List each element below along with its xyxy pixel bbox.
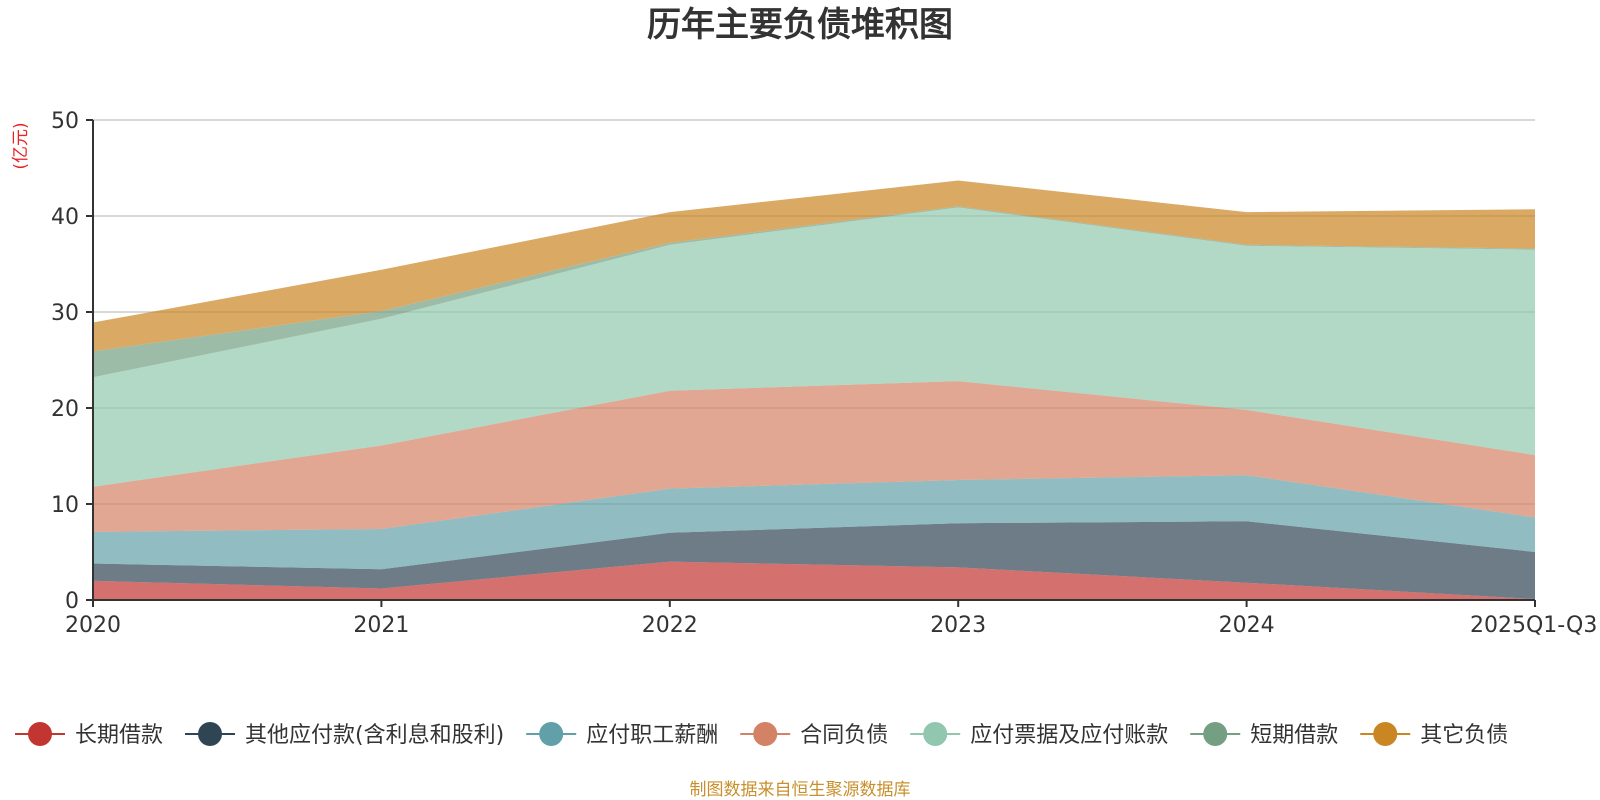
legend-marker-icon	[753, 722, 778, 746]
area-series-4	[93, 207, 1535, 487]
axes: 0 10 20 30 40 50 2020 2021 2022 2023 2024 2025Q1-Q3	[51, 109, 1597, 638]
legend-marker-icon	[28, 722, 52, 746]
source-note: 制图数据来自恒生聚源数据库	[690, 780, 911, 800]
x-tick-label: 2023	[930, 613, 986, 638]
legend: 长期借款 其他应付款(含利息和股利) 应付职工薪酬 合同负债 应付票据及应付账款 短期借款…	[15, 722, 1508, 748]
y-tick-label: 0	[65, 589, 79, 614]
y-tick-label: 50	[51, 109, 79, 134]
x-tick-label: 2021	[353, 613, 409, 638]
legend-item-5[interactable]: 短期借款	[1190, 722, 1338, 748]
legend-label: 应付职工薪酬	[586, 723, 718, 748]
area-series-3	[93, 381, 1535, 532]
legend-item-2[interactable]: 应付职工薪酬	[526, 722, 718, 748]
area-series-6	[93, 180, 1535, 352]
legend-item-0[interactable]: 长期借款	[15, 722, 163, 748]
legend-item-4[interactable]: 应付票据及应付账款	[910, 722, 1168, 748]
area-series-layer	[93, 180, 1535, 600]
legend-label: 应付票据及应付账款	[970, 723, 1168, 748]
legend-marker-icon	[1203, 722, 1228, 746]
legend-label: 合同负债	[800, 723, 888, 748]
legend-label: 其它负债	[1420, 723, 1508, 748]
legend-marker-icon	[1373, 722, 1398, 746]
x-tick-label: 2022	[642, 613, 698, 638]
legend-label: 其他应付款(含利息和股利)	[245, 723, 504, 748]
legend-item-3[interactable]: 合同负债	[740, 722, 888, 748]
y-tick-label: 10	[51, 493, 79, 518]
legend-label: 长期借款	[75, 723, 163, 748]
chart-title: 历年主要负债堆积图	[647, 5, 953, 45]
legend-label: 短期借款	[1250, 723, 1338, 748]
x-tick-label: 2025Q1-Q3	[1470, 613, 1597, 638]
legend-item-6[interactable]: 其它负债	[1360, 722, 1508, 748]
y-tick-label: 40	[51, 205, 79, 230]
legend-item-1[interactable]: 其他应付款(含利息和股利)	[185, 722, 504, 748]
y-tick-label: 20	[51, 397, 79, 422]
area-series-2	[93, 475, 1535, 570]
legend-marker-icon	[198, 722, 223, 746]
legend-marker-icon	[539, 722, 564, 746]
x-tick-label: 2024	[1219, 613, 1275, 638]
area-series-0	[93, 561, 1535, 600]
y-axis-label: (亿元)	[11, 122, 31, 169]
legend-marker-icon	[923, 722, 948, 746]
area-series-1	[93, 521, 1535, 600]
y-tick-label: 30	[51, 301, 79, 326]
x-tick-label: 2020	[65, 613, 121, 638]
